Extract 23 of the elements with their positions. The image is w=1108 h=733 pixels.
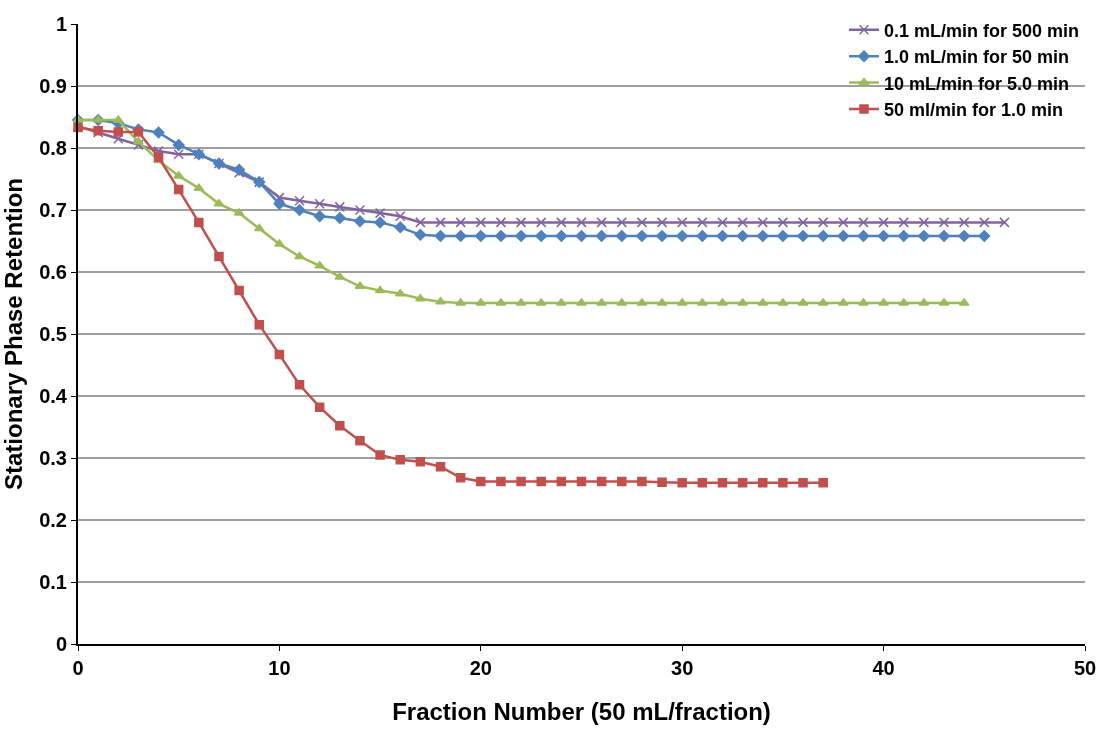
x-tick-label: 40 xyxy=(872,657,895,679)
y-tick-label: 0.6 xyxy=(39,261,67,283)
y-tick-label: 0.8 xyxy=(39,137,67,159)
legend-label: 10 mL/min for 5.0 min xyxy=(884,73,1070,94)
y-tick-label: 0.1 xyxy=(39,571,67,593)
legend-label: 50 ml/min for 1.0 min xyxy=(884,100,1064,121)
y-tick-label: 0.3 xyxy=(39,447,67,469)
y-tick-label: 0.4 xyxy=(39,385,68,407)
x-tick-label: 50 xyxy=(1073,657,1097,679)
x-tick-label: 10 xyxy=(268,657,291,679)
y-tick-label: 0 xyxy=(55,633,67,655)
y-tick-label: 0.7 xyxy=(39,199,67,221)
legend-label: 0.1 mL/min for 500 min xyxy=(884,20,1080,41)
legend-label: 1.0 mL/min for 50 min xyxy=(884,47,1070,68)
x-axis-title: Fraction Number (50 mL/fraction) xyxy=(392,697,771,725)
y-tick-label: 0.9 xyxy=(39,75,67,97)
x-tick-label: 30 xyxy=(671,657,694,679)
y-tick-label: 0.5 xyxy=(39,323,67,345)
y-tick-label: 0.2 xyxy=(39,509,67,531)
x-tick-label: 0 xyxy=(72,657,84,679)
y-tick-label: 1 xyxy=(55,13,67,35)
y-axis-title: Stationary Phase Retention xyxy=(0,177,27,491)
x-tick-label: 20 xyxy=(469,657,492,679)
